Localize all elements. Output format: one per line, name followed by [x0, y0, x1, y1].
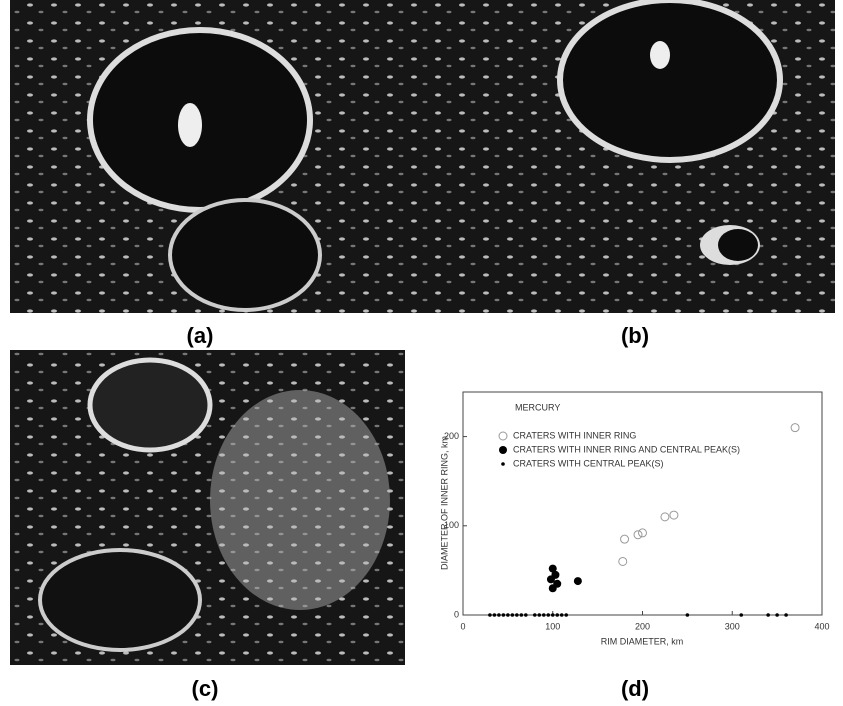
data-point: [533, 613, 537, 617]
data-point: [515, 613, 519, 617]
data-point: [560, 613, 564, 617]
data-point: [621, 535, 629, 543]
data-point: [542, 613, 546, 617]
data-point: [511, 613, 515, 617]
data-point: [551, 613, 555, 617]
data-point: [670, 511, 678, 519]
data-point: [546, 613, 550, 617]
panel-label: (d): [621, 676, 649, 701]
panel-label: (c): [192, 676, 219, 701]
photo-b: [425, 0, 835, 313]
panel-label: (b): [621, 323, 649, 348]
chart-title: MERCURY: [515, 402, 560, 412]
data-point: [502, 613, 506, 617]
data-point: [775, 613, 779, 617]
legend-label: CRATERS WITH INNER RING: [513, 430, 636, 440]
panel-label: (a): [187, 323, 214, 348]
plot-frame: [463, 392, 822, 615]
legend-label: CRATERS WITH CENTRAL PEAK(S): [513, 458, 664, 468]
data-point: [524, 613, 528, 617]
data-point: [634, 531, 642, 539]
data-point: [784, 613, 788, 617]
data-point: [537, 613, 541, 617]
x-tick-label: 200: [635, 621, 650, 631]
data-point: [619, 557, 627, 565]
photo-c: [10, 350, 405, 665]
figure: (a) (b) (c) (d) MERCURY RIM DIAMETER, km…: [0, 0, 843, 706]
x-axis-label: RIM DIAMETER, km: [601, 636, 684, 646]
x-tick-label: 300: [725, 621, 740, 631]
data-point: [739, 613, 743, 617]
data-point: [791, 424, 799, 432]
data-point: [574, 577, 582, 585]
data-point: [766, 613, 770, 617]
y-tick-label: 100: [444, 520, 459, 530]
data-point: [564, 613, 568, 617]
legend-label: CRATERS WITH INNER RING AND CENTRAL PEAK…: [513, 444, 740, 454]
data-point: [497, 613, 501, 617]
data-point: [639, 529, 647, 537]
x-tick-label: 0: [460, 621, 465, 631]
data-point: [493, 613, 497, 617]
x-tick-label: 400: [814, 621, 829, 631]
legend-marker: [499, 446, 507, 454]
legend-marker: [501, 462, 505, 466]
data-point: [661, 513, 669, 521]
x-tick-label: 100: [545, 621, 560, 631]
legend-marker: [499, 432, 507, 440]
y-axis-label: DIAMETER OF INNER RING, km: [439, 436, 449, 570]
photo-a: [10, 0, 425, 313]
data-point: [555, 613, 559, 617]
y-tick-label: 200: [444, 431, 459, 441]
y-tick-label: 0: [454, 609, 459, 619]
data-point: [549, 584, 557, 592]
page: (a) (b) (c) (d) MERCURY RIM DIAMETER, km…: [0, 0, 843, 706]
data-point: [686, 613, 690, 617]
data-point: [520, 613, 524, 617]
data-point: [488, 613, 492, 617]
data-point: [506, 613, 510, 617]
